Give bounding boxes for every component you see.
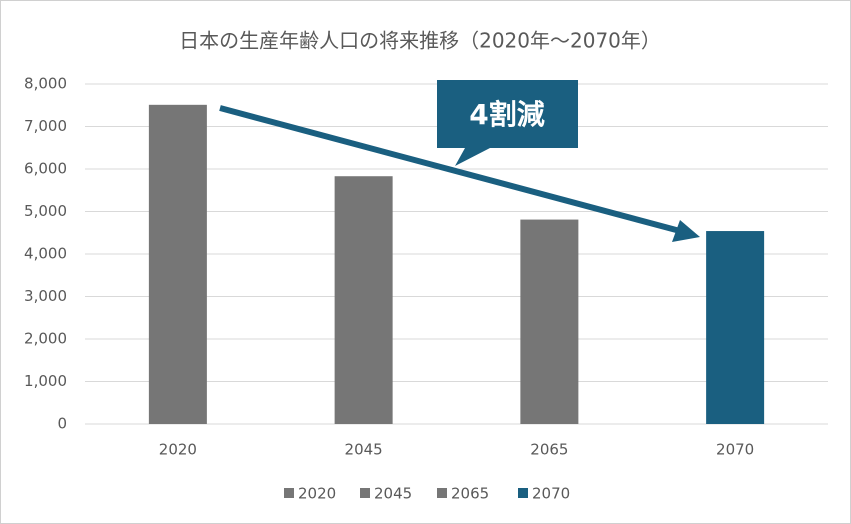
y-tick-label: 3,000 [24, 287, 67, 305]
legend-label: 2045 [374, 485, 412, 503]
y-tick-label: 5,000 [24, 202, 67, 220]
y-tick-label: 7,000 [24, 117, 67, 135]
y-tick-label: 2,000 [24, 330, 67, 348]
trend-arrow [219, 105, 681, 234]
y-tick-label: 4,000 [24, 245, 67, 263]
y-tick-label: 1,000 [24, 372, 67, 390]
y-tick-label: 8,000 [24, 75, 67, 93]
bar [334, 176, 393, 424]
bar [520, 219, 579, 424]
callout-text: 4割減 [469, 98, 544, 131]
y-tick-label: 6,000 [24, 160, 67, 178]
x-tick-label: 2070 [716, 441, 754, 459]
chart-title: 日本の生産年齢人口の将来推移（2020年～2070年） [179, 29, 661, 53]
legend-label: 2065 [451, 485, 489, 503]
legend-swatch [284, 488, 294, 498]
arrow-head [672, 220, 700, 242]
legend-label: 2020 [298, 485, 336, 503]
y-tick-label: 0 [57, 415, 67, 433]
x-tick-label: 2065 [530, 441, 568, 459]
bar [148, 104, 207, 424]
plot-area: 0 1,000 2,000 3,000 4,000 5,000 6,000 7,000 8,00… [24, 75, 828, 503]
annotation: 4割減 [219, 80, 700, 242]
legend-swatch [437, 488, 447, 498]
bar [706, 231, 765, 424]
callout-box [437, 80, 578, 166]
legend-swatch [518, 488, 528, 498]
legend-swatch [360, 488, 370, 498]
x-tick-label: 2020 [159, 441, 197, 459]
x-tick-label: 2045 [345, 441, 383, 459]
legend-label: 2070 [532, 485, 570, 503]
